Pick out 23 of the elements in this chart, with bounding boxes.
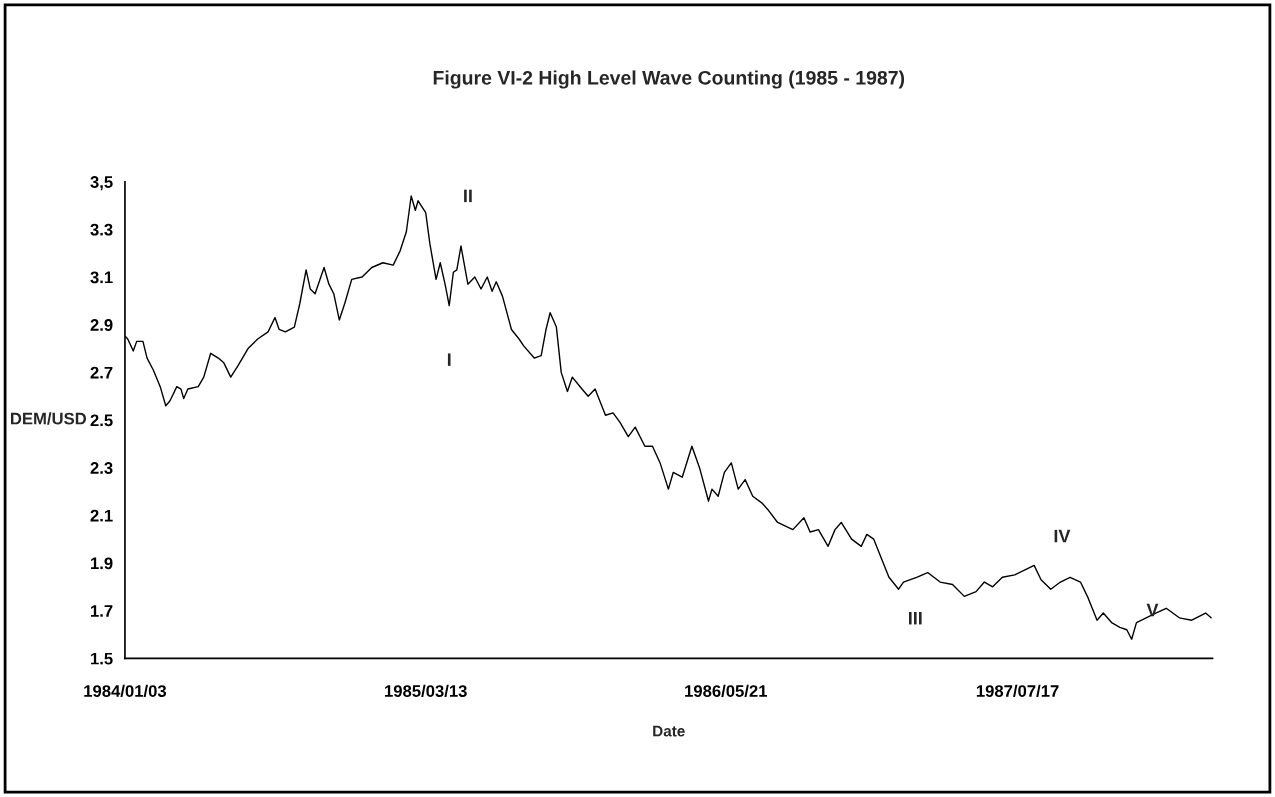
- annotation: IV: [1054, 529, 1071, 543]
- x-tick-label: 1984/01/03: [84, 684, 167, 698]
- x-tick-label: 1985/03/13: [385, 684, 467, 698]
- y-tick-label: 1.5: [91, 652, 113, 665]
- y-tick-label: 3.1: [90, 271, 113, 284]
- x-axis-title: Date: [653, 725, 685, 737]
- chart-title: Figure VI-2 High Level Wave Counting (1985 - 1987): [433, 70, 905, 89]
- annotation: V: [1146, 603, 1159, 617]
- x-tick-label: 1987/07/17: [976, 684, 1059, 698]
- y-tick-label: 2.1: [90, 509, 113, 522]
- y-tick-label: 3.3: [90, 223, 113, 236]
- annotation: I: [447, 353, 451, 366]
- y-axis-title: DEM/USD: [11, 412, 87, 425]
- y-tick-label: 3,5: [90, 176, 113, 191]
- x-tick-label: 1986/05/21: [685, 684, 768, 698]
- annotation: III: [908, 612, 922, 625]
- y-tick-label: 1.7: [91, 605, 113, 617]
- y-tick-label: 1.9: [91, 557, 113, 570]
- y-tick-label: 2.3: [90, 462, 113, 474]
- y-tick-label: 2.5: [90, 414, 113, 427]
- annotation: II: [464, 189, 472, 203]
- y-tick-label: 2.9: [90, 319, 113, 331]
- y-tick-label: 2.7: [90, 366, 113, 379]
